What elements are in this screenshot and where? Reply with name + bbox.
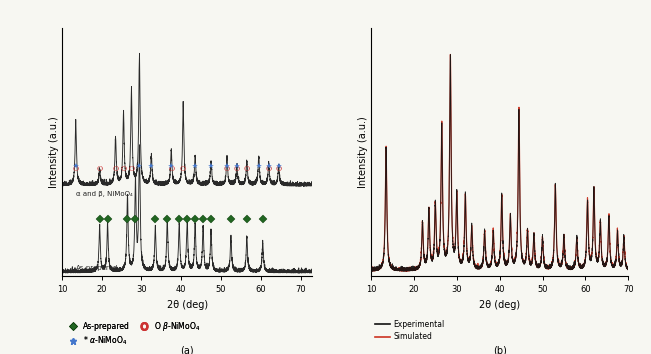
Text: O: O <box>243 165 250 173</box>
Text: O: O <box>168 165 174 173</box>
X-axis label: 2θ (deg): 2θ (deg) <box>167 300 208 310</box>
Text: O: O <box>96 165 103 173</box>
Text: O: O <box>275 165 282 173</box>
Text: O: O <box>128 165 135 173</box>
Text: O: O <box>113 165 118 173</box>
Text: O: O <box>180 165 186 173</box>
X-axis label: 2θ (deg): 2θ (deg) <box>479 300 520 310</box>
Text: O: O <box>224 165 230 173</box>
Text: α and β, NiMoO₄: α and β, NiMoO₄ <box>76 191 133 197</box>
Text: As-prepared: As-prepared <box>76 266 118 272</box>
Text: O: O <box>73 165 79 173</box>
Legend: As-prepared, $*$ $\alpha$-NiMoO$_4$, O $\beta$-NiMoO$_4$: As-prepared, $*$ $\alpha$-NiMoO$_4$, O $… <box>66 320 200 347</box>
Text: O: O <box>120 165 126 173</box>
Legend: Experimental, Simulated: Experimental, Simulated <box>375 320 445 341</box>
Y-axis label: Intensity (a.u.): Intensity (a.u.) <box>358 116 368 188</box>
Text: (a): (a) <box>180 346 194 354</box>
Text: (b): (b) <box>493 346 506 354</box>
Text: O: O <box>234 165 240 173</box>
Text: O: O <box>266 165 271 173</box>
Y-axis label: Intensity (a.u.): Intensity (a.u.) <box>49 116 59 188</box>
